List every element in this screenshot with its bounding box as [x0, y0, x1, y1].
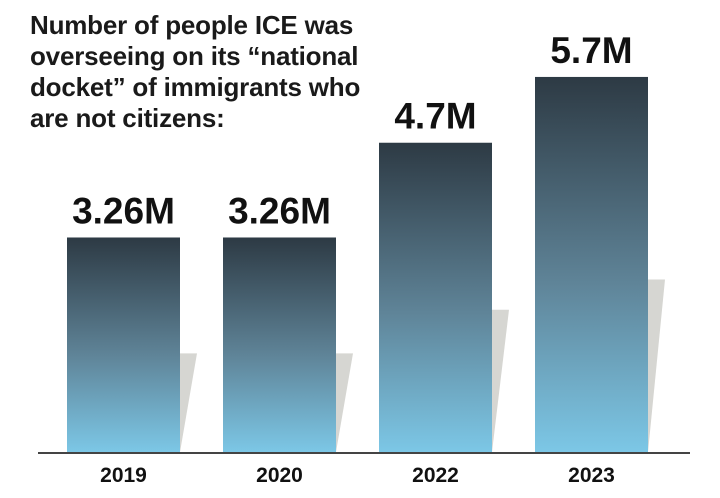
bar-shadow [492, 309, 509, 452]
bar-shadows [180, 279, 665, 452]
x-tick-labels: 2019 2020 2022 2023 [100, 464, 615, 487]
x-tick-label-2023: 2023 [568, 464, 615, 487]
value-labels: 3.26M 3.26M 4.7M 5.7M [72, 30, 633, 232]
bars [67, 76, 648, 453]
x-tick-label-2019: 2019 [100, 464, 147, 487]
value-label-2020: 3.26M [228, 190, 331, 231]
chart-title: Number of people ICE was overseeing on i… [30, 10, 390, 134]
bar-shadow [336, 353, 353, 452]
bar-shadow [648, 279, 665, 452]
bar-2020 [223, 237, 336, 452]
bar-shadow [180, 353, 197, 452]
bar-2023 [535, 76, 648, 452]
chart-title-line: are not citizens: [30, 103, 225, 133]
chart-title-line: Number of people ICE was [30, 10, 354, 40]
chart-title-line: overseeing on its “national [30, 41, 359, 71]
bar-2022 [379, 142, 492, 453]
x-tick-label-2022: 2022 [412, 464, 459, 487]
chart-title-line: docket” of immigrants who [30, 72, 361, 102]
value-label-2023: 5.7M [550, 30, 632, 71]
value-label-2022: 4.7M [394, 96, 476, 137]
x-tick-label-2020: 2020 [256, 464, 303, 487]
value-label-2019: 3.26M [72, 190, 175, 231]
bar-2019 [67, 237, 180, 452]
